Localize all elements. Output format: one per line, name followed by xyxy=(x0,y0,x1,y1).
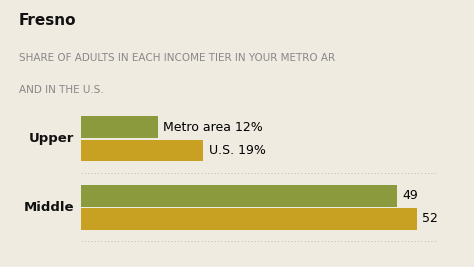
Text: 52: 52 xyxy=(422,212,438,225)
Bar xyxy=(81,116,158,138)
Text: 49: 49 xyxy=(402,189,418,202)
Text: Middle: Middle xyxy=(24,201,74,214)
Bar xyxy=(81,185,397,206)
Bar xyxy=(81,208,417,230)
Text: Upper: Upper xyxy=(29,132,74,146)
Text: U.S. 19%: U.S. 19% xyxy=(209,144,265,157)
Bar xyxy=(81,140,203,162)
Text: Metro area 12%: Metro area 12% xyxy=(164,121,263,134)
Text: SHARE OF ADULTS IN EACH INCOME TIER IN YOUR METRO AR: SHARE OF ADULTS IN EACH INCOME TIER IN Y… xyxy=(19,53,335,63)
Text: AND IN THE U.S.: AND IN THE U.S. xyxy=(19,85,104,95)
Text: Fresno: Fresno xyxy=(19,13,76,28)
